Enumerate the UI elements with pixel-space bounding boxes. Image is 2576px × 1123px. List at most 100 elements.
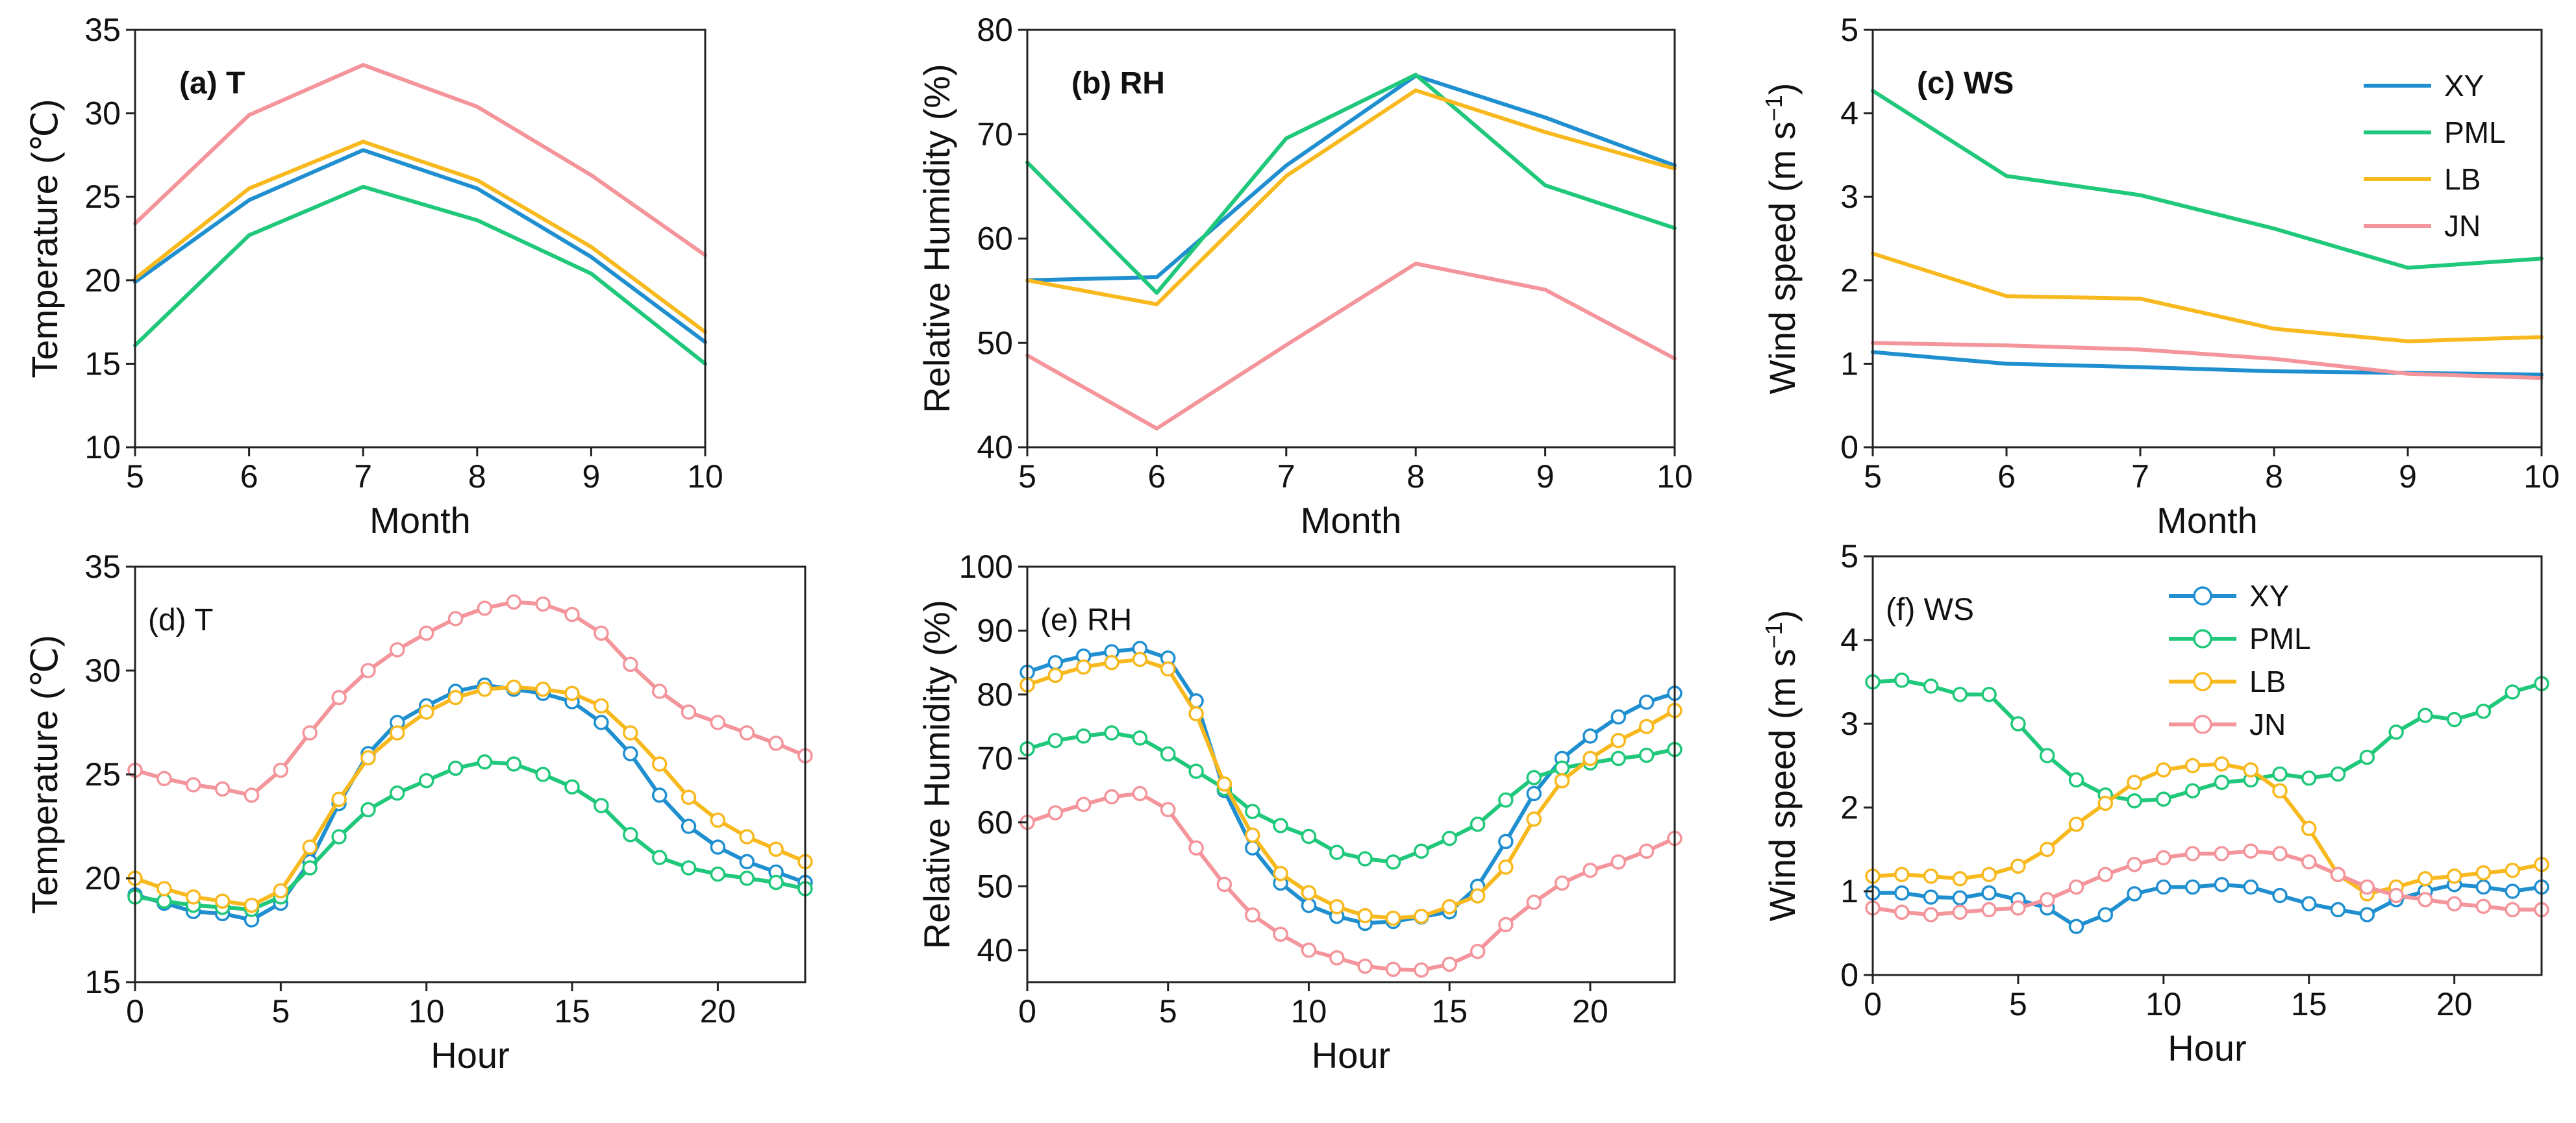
data-point-pml-f [2505, 684, 2520, 700]
data-point-jn-d [331, 689, 347, 706]
data-point-jn-f [2475, 898, 2492, 914]
y-tick-label-c: 0 [1840, 429, 1858, 465]
data-point-jn-d [390, 642, 405, 658]
data-point-pml-e [1554, 760, 1570, 776]
legend-marker-xy-f [2193, 586, 2212, 606]
chart-panel-e: 0 5 10 15 20 40 50 60 70 80 90 100 Hour Relative Humi… [916, 549, 1682, 1076]
data-point-lb-d [768, 841, 784, 857]
x-axis-label-a: Month [369, 500, 471, 541]
data-point-jn-d [302, 725, 318, 741]
data-point-jn-e [1582, 862, 1598, 878]
data-point-pml-e [1075, 728, 1092, 744]
data-point-lb-f [2184, 758, 2201, 774]
data-point-xy-e [1582, 728, 1598, 744]
data-point-jn-d [156, 771, 172, 787]
data-point-jn-e [1469, 943, 1486, 959]
x-tick-label-b: 9 [1536, 458, 1555, 495]
data-point-lb-f [2097, 795, 2114, 811]
legend-marker-jn-f [2193, 715, 2212, 734]
data-point-xy-f [2301, 896, 2317, 912]
data-point-jn-d [506, 594, 522, 610]
data-point-lb-f [2243, 762, 2258, 778]
x-tick-label-d: 0 [126, 993, 144, 1030]
data-point-lb-d [594, 698, 609, 714]
data-point-lb-e [1385, 910, 1401, 926]
data-point-jn-e [1104, 789, 1119, 805]
y-tick-label-c: 4 [1840, 95, 1858, 132]
data-point-lb-e [1414, 908, 1429, 924]
y-tick-label-c: 2 [1840, 262, 1858, 299]
plot-frame-a [134, 29, 707, 449]
data-point-jn-f [2505, 902, 2520, 918]
x-tick-label-c: 8 [2265, 458, 2283, 495]
data-point-jn-f [1894, 904, 1910, 920]
data-point-jn-d [594, 625, 609, 641]
y-tick-label-a: 20 [84, 262, 121, 299]
y-tick-label-f: 3 [1840, 706, 1858, 742]
data-point-jn-f [2097, 867, 2114, 882]
panel-variable-b: RH [1120, 66, 1165, 101]
legend-label-pml-f: PML [2249, 622, 2311, 656]
data-point-lb-d [390, 725, 405, 741]
y-tick-label-b: 80 [977, 12, 1013, 48]
x-tick-label-d: 20 [700, 993, 736, 1030]
series-line-xy-b [1025, 73, 1677, 282]
data-point-pml-e [1245, 804, 1260, 819]
legend-f: XY PML LB JN [2169, 579, 2311, 741]
data-point-lb-d [418, 704, 434, 720]
panel-letter-e: (e) [1040, 603, 1087, 637]
data-point-jn-f [2184, 846, 2201, 861]
data-point-jn-f [2214, 846, 2230, 861]
data-point-lb-e [1301, 885, 1317, 900]
y-tick-label-c: 5 [1840, 12, 1858, 48]
data-point-jn-f [2039, 892, 2055, 907]
x-tick-label-b: 5 [1018, 458, 1036, 495]
data-point-pml-e [1498, 792, 1514, 808]
data-point-lb-d [360, 750, 376, 766]
data-point-pml-f [2184, 783, 2201, 798]
panel-variable-f: WS [1924, 593, 1974, 627]
data-point-lb-d [477, 682, 493, 697]
y-axis-label-text-f: Wind speed (m s [1762, 648, 1803, 921]
data-point-jn-d [273, 762, 289, 778]
data-point-pml-d [564, 779, 580, 795]
x-tick-label-f: 10 [2145, 986, 2182, 1022]
data-point-pml-d [651, 850, 668, 865]
y-tick-label-f: 1 [1840, 873, 1858, 909]
data-point-lb-e [1329, 899, 1345, 915]
series-line-xy-f [1871, 882, 2544, 929]
data-point-jn-f [1923, 907, 1939, 922]
x-tick-label-f: 0 [1864, 986, 1882, 1022]
series-line-xy-a [133, 148, 707, 344]
data-point-pml-d [156, 893, 172, 909]
series-line-xy-e [1025, 647, 1677, 926]
data-point-lb-e [1582, 750, 1598, 767]
data-point-jn-f [2359, 879, 2375, 895]
data-point-lb-d [623, 725, 638, 741]
data-point-jn-f [1981, 902, 1997, 918]
data-point-jn-e [1075, 796, 1092, 813]
x-tick-label-c: 10 [2523, 458, 2560, 495]
data-point-pml-e [1414, 843, 1429, 859]
panel-letter-c: (c) [1917, 66, 1964, 101]
y-tick-label-e: 90 [977, 612, 1013, 648]
data-point-jn-f [2127, 856, 2142, 872]
data-point-jn-f [2418, 892, 2433, 907]
series-line-lb-b [1025, 88, 1677, 306]
series-line-jn-f [1871, 849, 2544, 917]
y-axis-label-close-f: ) [1762, 610, 1803, 623]
y-axis-label-text-e: Relative Humidity (%) [916, 600, 957, 949]
panel-label-d: (d) T [148, 603, 213, 637]
data-point-xy-f [2184, 879, 2201, 895]
data-point-lb-e [1442, 899, 1457, 915]
series-line-lb-a [133, 140, 707, 334]
panel-letter-a: (a) [179, 66, 226, 101]
panel-letter-b: (b) [1071, 66, 1120, 101]
data-point-lb-d [564, 685, 580, 701]
data-point-xy-f [2156, 879, 2171, 895]
y-tick-label-d: 35 [84, 549, 121, 585]
x-tick-label-c: 6 [1997, 458, 2016, 495]
y-tick-label-a: 30 [84, 95, 121, 132]
y-tick-label-a: 35 [84, 12, 121, 48]
x-axis-label-e: Hour [1312, 1035, 1390, 1076]
